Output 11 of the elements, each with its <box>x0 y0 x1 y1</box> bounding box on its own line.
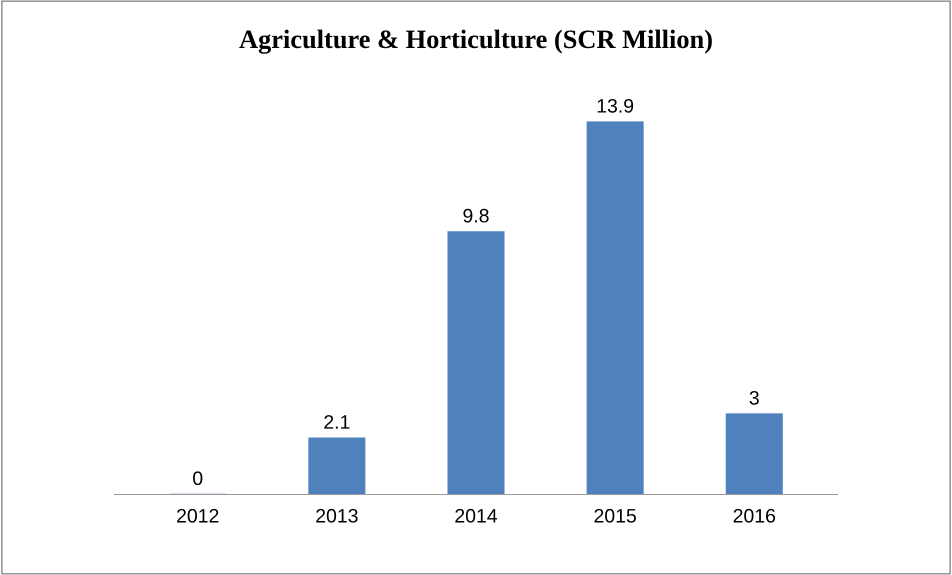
data-label: 2.1 <box>324 415 350 429</box>
x-tick-label: 2014 <box>455 508 498 523</box>
data-label: 0 <box>193 471 202 486</box>
x-tick-label: 2012 <box>177 508 218 523</box>
x-tick-label: 2015 <box>594 508 636 523</box>
data-label: 9.8 <box>463 208 489 223</box>
x-tick-label: 2016 <box>734 508 776 523</box>
x-tick-label: 2013 <box>316 508 358 523</box>
data-label: 3 <box>750 390 759 405</box>
chart-title: Agriculture & Horticulture (SCR Million) <box>239 30 712 54</box>
data-label: 13.9 <box>598 98 634 113</box>
